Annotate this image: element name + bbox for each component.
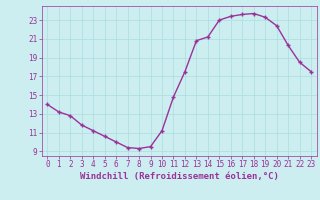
X-axis label: Windchill (Refroidissement éolien,°C): Windchill (Refroidissement éolien,°C) (80, 172, 279, 181)
